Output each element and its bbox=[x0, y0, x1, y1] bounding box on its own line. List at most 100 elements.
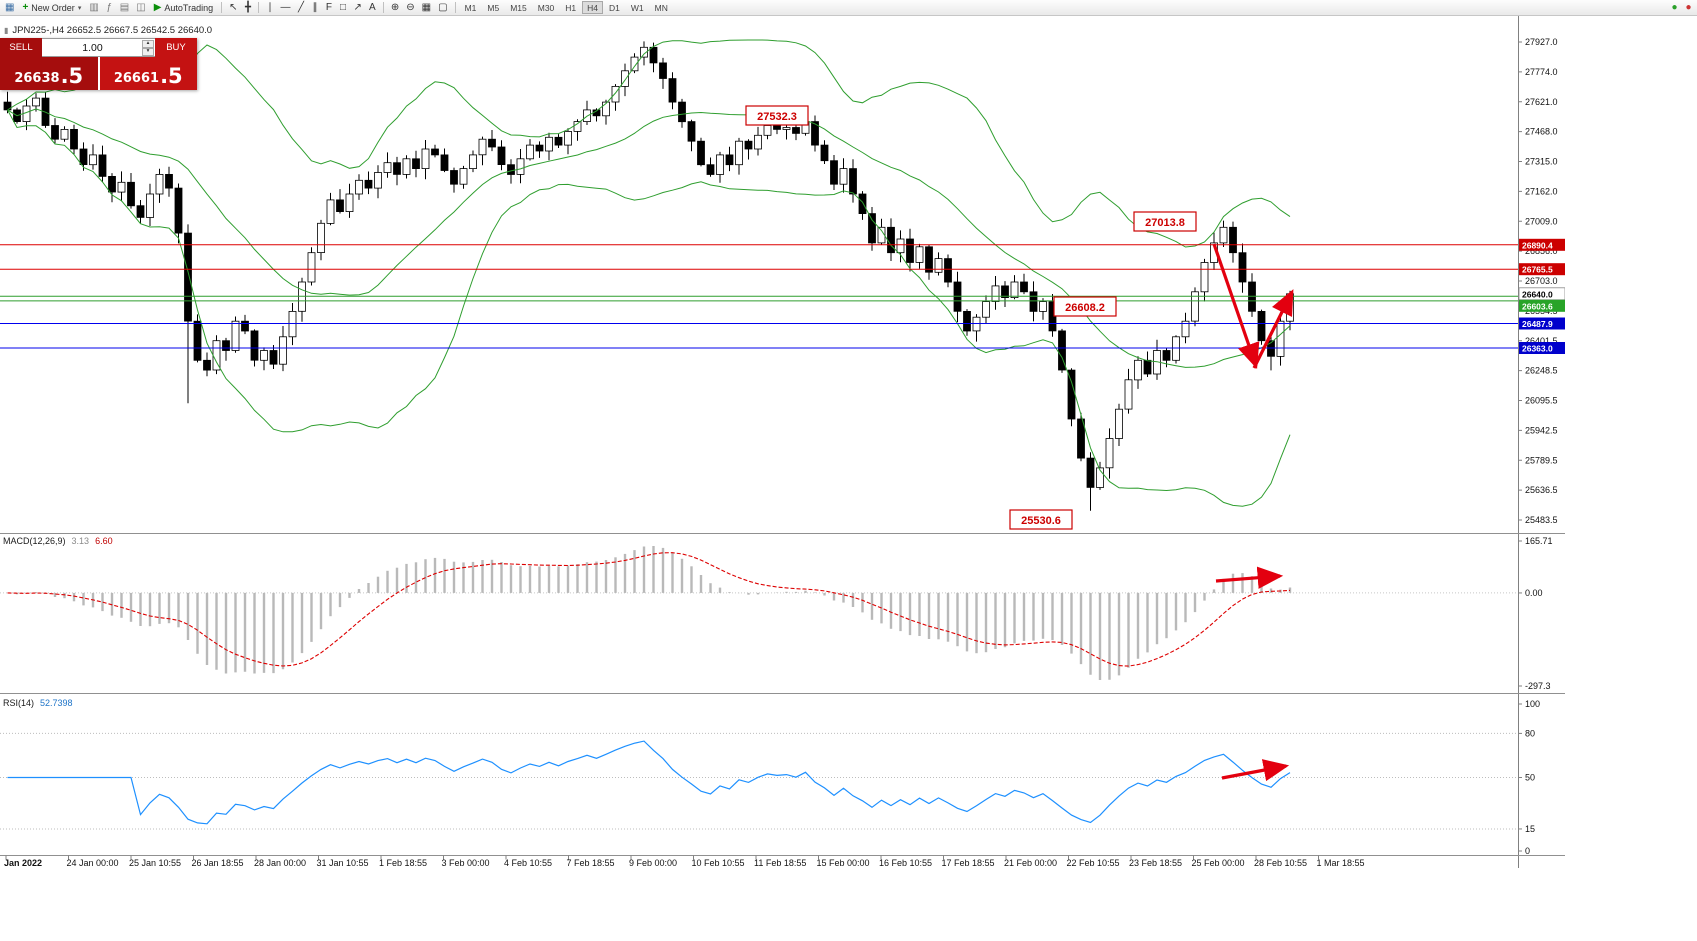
timeframe-button-d1[interactable]: D1 bbox=[604, 1, 625, 14]
timeframe-button-m30[interactable]: M30 bbox=[533, 1, 560, 14]
timeframe-button-mn[interactable]: MN bbox=[650, 1, 673, 14]
price-callout-box bbox=[1053, 296, 1117, 317]
status-icon-red[interactable]: ● bbox=[1682, 1, 1695, 15]
candle-body bbox=[136, 205, 145, 218]
navigator-icon[interactable]: ◫ bbox=[133, 1, 148, 15]
vertical-line-icon[interactable]: ∣ bbox=[263, 1, 276, 15]
crosshair-icon-glyph: ╋ bbox=[244, 1, 251, 13]
candle-body bbox=[488, 138, 496, 148]
candle-body bbox=[1010, 281, 1019, 299]
candle-body bbox=[773, 125, 781, 130]
arrow-object-icon[interactable]: ↗ bbox=[350, 1, 364, 15]
trend-arrow[interactable] bbox=[1212, 243, 1260, 370]
price-callout-box bbox=[1009, 509, 1073, 530]
candle-body bbox=[431, 148, 439, 156]
candle-body bbox=[640, 46, 648, 58]
crosshair-icon[interactable]: ╋ bbox=[241, 1, 254, 15]
candle-body bbox=[982, 301, 990, 318]
rsi-scale-label: 50 bbox=[1525, 773, 1535, 783]
buy-button[interactable]: BUY bbox=[155, 38, 197, 57]
volume-input[interactable] bbox=[43, 40, 142, 55]
indicators-icon[interactable]: ƒ bbox=[103, 1, 116, 15]
candle-body bbox=[649, 46, 658, 64]
price-chart[interactable]: 27927.0 27774.0 27621.0 27468.0 27315.0 27162… bbox=[0, 16, 1565, 868]
shapes-icon[interactable]: □ bbox=[336, 1, 349, 15]
trend-arrow[interactable] bbox=[1252, 289, 1294, 369]
time-axis-label: 16 Feb 10:55 bbox=[879, 858, 932, 868]
time-axis-label: 3 Feb 00:00 bbox=[442, 858, 490, 868]
text-icon[interactable]: A bbox=[366, 1, 379, 15]
charts-icon[interactable]: ▥ bbox=[86, 1, 101, 15]
candle-body bbox=[79, 148, 88, 166]
app-chart-icon[interactable]: ▦ bbox=[2, 1, 17, 15]
volume-stepper: ▴ ▾ bbox=[42, 38, 155, 57]
candle-body bbox=[868, 213, 876, 244]
buy-price[interactable]: 26661 .5 bbox=[97, 57, 197, 90]
grid-icon[interactable]: ▦ bbox=[419, 1, 434, 15]
candle-body bbox=[440, 154, 449, 171]
bollinger-upper-band bbox=[7, 39, 1291, 248]
candle-body bbox=[193, 320, 202, 361]
tile-windows-icon[interactable]: ▢ bbox=[435, 1, 450, 15]
indicators-icon-glyph: ƒ bbox=[106, 1, 113, 13]
fibonacci-icon-glyph: F bbox=[325, 1, 333, 13]
rsi-panel: 100 80 50 15 0 bbox=[0, 699, 1540, 856]
top-toolbar: ▦ + New Order ▾ ▥ ƒ ▤ ◫ ▶ AutoTrading ↖ ╋ ∣ ― ╱ ∥ F □ ↗ A ⊕ ⊖… bbox=[0, 0, 1697, 16]
candlesticks bbox=[3, 41, 1294, 511]
time-axis-label: 24 Jan 00:00 bbox=[67, 858, 119, 868]
price-tag bbox=[1519, 238, 1565, 251]
market-watch-icon[interactable]: ▤ bbox=[117, 1, 132, 15]
sell-price[interactable]: 26638 .5 bbox=[0, 57, 98, 90]
status-icon-green[interactable]: ● bbox=[1668, 1, 1681, 15]
price-callout-label: 27013.8 bbox=[1145, 217, 1185, 229]
timeframe-button-m5[interactable]: M5 bbox=[482, 1, 504, 14]
trendline-icon[interactable]: ╱ bbox=[294, 1, 307, 15]
fibonacci-icon[interactable]: F bbox=[322, 1, 335, 15]
candle-body bbox=[1162, 350, 1171, 361]
new-order-button[interactable]: + New Order ▾ bbox=[18, 1, 85, 15]
trend-arrow[interactable] bbox=[1221, 759, 1290, 782]
zoom-out-icon[interactable]: ⊖ bbox=[403, 1, 417, 15]
vertical-line-icon-glyph: ∣ bbox=[267, 1, 273, 13]
candle-body bbox=[1020, 281, 1028, 293]
timeframe-button-h1[interactable]: H1 bbox=[560, 1, 581, 14]
timeframe-button-m1[interactable]: M1 bbox=[460, 1, 482, 14]
candle-body bbox=[630, 56, 639, 72]
candle-body bbox=[545, 136, 553, 152]
time-axis-label: 28 Jan 00:00 bbox=[254, 858, 306, 868]
text-icon-glyph: A bbox=[369, 1, 376, 13]
horizontal-line-icon[interactable]: ― bbox=[277, 1, 293, 15]
arrow-object-icon-glyph: ↗ bbox=[353, 1, 362, 13]
candle-body bbox=[89, 154, 97, 166]
macd-scale-label: 165.71 bbox=[1525, 536, 1553, 546]
time-axis-label: 23 Feb 18:55 bbox=[1129, 858, 1182, 868]
cursor-icon[interactable]: ↖ bbox=[226, 1, 240, 15]
timeframe-button-h4[interactable]: H4 bbox=[582, 1, 604, 14]
trend-arrow[interactable] bbox=[1215, 566, 1284, 589]
volume-up-button[interactable]: ▴ bbox=[142, 39, 154, 48]
sell-button[interactable]: SELL bbox=[0, 38, 42, 57]
annotations: 27532.3 27013.8 26608.2 25530.6 bbox=[745, 105, 1294, 782]
candle-body bbox=[697, 140, 705, 166]
candle-body bbox=[1124, 379, 1133, 410]
channel-icon[interactable]: ∥ bbox=[308, 1, 321, 15]
time-axis-label: 17 Feb 18:55 bbox=[942, 858, 995, 868]
time-axis-label: 1 Feb 18:55 bbox=[379, 858, 427, 868]
candle-body bbox=[573, 121, 582, 132]
price-tag-label: 26363.0 bbox=[1522, 343, 1553, 353]
charts-icon-glyph: ▥ bbox=[89, 1, 99, 13]
volume-down-button[interactable]: ▾ bbox=[142, 47, 154, 56]
tile-windows-icon-glyph: ▢ bbox=[438, 1, 448, 13]
timeframe-button-m15[interactable]: M15 bbox=[505, 1, 532, 14]
autotrading-button[interactable]: ▶ AutoTrading bbox=[150, 1, 217, 15]
autotrading-button-glyph: ▶ bbox=[153, 1, 162, 13]
candle-body bbox=[98, 154, 107, 177]
candle-body bbox=[963, 310, 971, 332]
timeframe-button-w1[interactable]: W1 bbox=[626, 1, 649, 14]
candle-body bbox=[51, 125, 59, 140]
zoom-in-icon[interactable]: ⊕ bbox=[388, 1, 402, 15]
toolbar-separator bbox=[382, 2, 384, 13]
candle-body bbox=[1086, 457, 1095, 488]
trendline-icon-glyph: ╱ bbox=[297, 1, 304, 13]
chart-window: 27927.0 27774.0 27621.0 27468.0 27315.0 27162… bbox=[0, 16, 1565, 868]
